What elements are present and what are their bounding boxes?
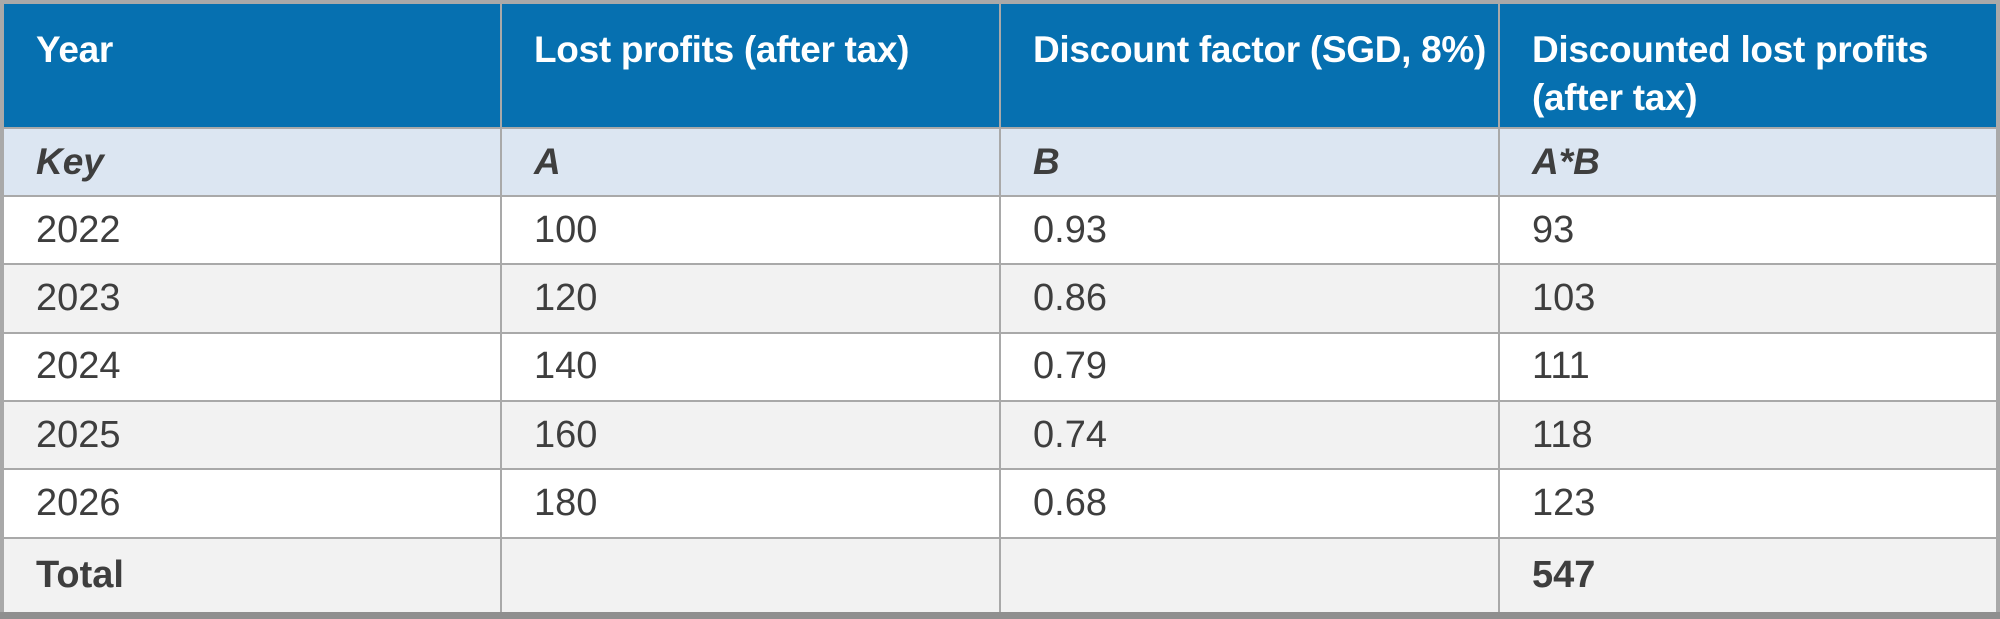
key-cell-a: A [500, 127, 1001, 197]
total-value: 547 [1498, 536, 1999, 617]
table-row: 2026 180 0.68 123 [1, 468, 1999, 539]
table-cell: 100 [500, 194, 1001, 266]
total-empty-cell [500, 536, 1001, 617]
key-cell-a-times-b: A*B [1498, 127, 1999, 197]
table-row: 2022 100 0.93 93 [1, 194, 1999, 266]
table-cell: 140 [500, 331, 1001, 402]
table-cell: 0.74 [999, 399, 1500, 471]
table-cell: 2025 [1, 399, 502, 471]
column-header-year: Year [1, 1, 502, 129]
total-label: Total [1, 536, 502, 617]
header-row: Year Lost profits (after tax) Discount f… [1, 1, 1999, 129]
table-row: 2023 120 0.86 103 [1, 263, 1999, 334]
key-cell-year: Key [1, 127, 502, 197]
table-cell: 2024 [1, 331, 502, 402]
table-row: 2025 160 0.74 118 [1, 399, 1999, 471]
table-cell: 2022 [1, 194, 502, 266]
table-cell: 103 [1498, 263, 1999, 334]
table-cell: 2023 [1, 263, 502, 334]
table-row: 2024 140 0.79 111 [1, 331, 1999, 402]
column-header-lost-profits: Lost profits (after tax) [500, 1, 1001, 129]
table-cell: 123 [1498, 468, 1999, 539]
table-cell: 160 [500, 399, 1001, 471]
table-cell: 111 [1498, 331, 1999, 402]
table-cell: 93 [1498, 194, 1999, 266]
table-cell: 0.93 [999, 194, 1500, 266]
table-cell: 0.68 [999, 468, 1500, 539]
total-empty-cell [999, 536, 1500, 617]
table-cell: 118 [1498, 399, 1999, 471]
total-row: Total 547 [1, 536, 1999, 617]
table-cell: 0.86 [999, 263, 1500, 334]
column-header-discounted-lost-profits: Discounted lost profits (after tax) [1498, 1, 1999, 129]
table-cell: 0.79 [999, 331, 1500, 402]
key-row: Key A B A*B [1, 127, 1999, 197]
table-cell: 2026 [1, 468, 502, 539]
key-cell-b: B [999, 127, 1500, 197]
table-cell: 180 [500, 468, 1001, 539]
table-cell: 120 [500, 263, 1001, 334]
column-header-discount-factor: Discount factor (SGD, 8%) [999, 1, 1500, 129]
